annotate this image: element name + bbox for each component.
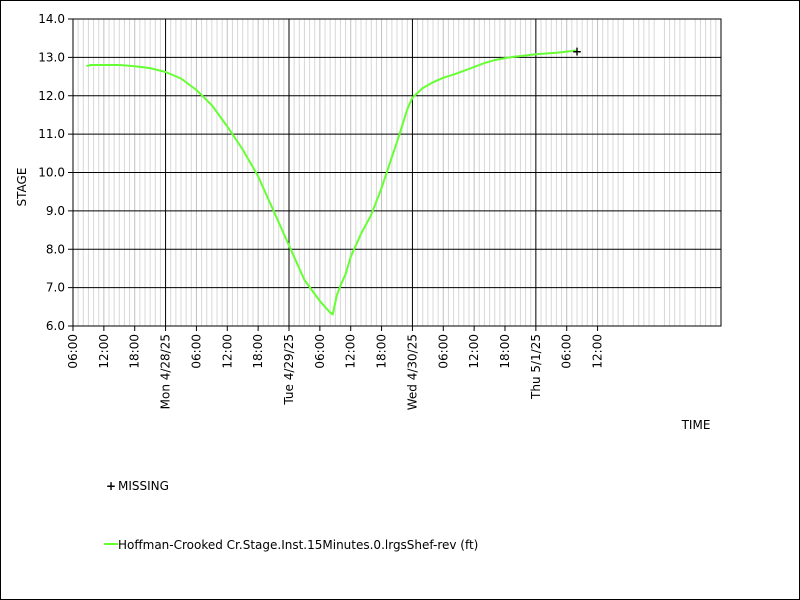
x-tick-label: 12:00	[344, 334, 358, 369]
series-point	[349, 256, 352, 258]
series-layer	[86, 49, 578, 316]
series-point	[149, 67, 151, 69]
missing-marker: +	[572, 44, 582, 58]
series-point	[555, 51, 558, 54]
series-point	[565, 50, 568, 53]
series-point	[180, 77, 182, 80]
y-axis-ticks: 6.0 7.0 8.0 9.0 10.0 11.0 12.0 13.0 14.0	[38, 12, 73, 333]
x-tick-label: 12:00	[467, 334, 481, 369]
y-tick-label: 6.0	[46, 319, 65, 333]
legend-missing: + MISSING	[106, 479, 169, 493]
series-point	[118, 64, 121, 66]
series-point	[406, 108, 409, 110]
x-tick-label: Mon 4/28/25	[159, 334, 173, 409]
series-point	[288, 244, 290, 247]
y-tick-label: 12.0	[38, 89, 65, 103]
series-point	[257, 175, 259, 178]
y-tick-label: 9.0	[46, 204, 65, 218]
series-point	[545, 52, 547, 55]
series-point	[421, 87, 424, 89]
series-point	[452, 73, 455, 76]
series-point	[211, 104, 213, 107]
x-tick-label: 12:00	[220, 334, 234, 369]
series-line	[86, 49, 578, 316]
series-point	[164, 71, 167, 73]
x-tick-label: 18:00	[498, 334, 512, 369]
series-point	[86, 65, 88, 67]
series-point	[90, 64, 92, 66]
x-tick-label: 12:00	[97, 334, 111, 369]
series-point	[576, 49, 578, 52]
series-point	[331, 313, 334, 316]
series-point	[195, 89, 198, 91]
x-tick-label: 12:00	[591, 334, 605, 369]
series-point	[391, 156, 393, 158]
series-point	[524, 54, 527, 57]
series-point	[463, 70, 465, 72]
series-point	[493, 59, 496, 61]
series-point	[339, 284, 342, 287]
series-point	[272, 210, 275, 212]
x-tick-label: 18:00	[128, 334, 142, 369]
x-tick-label: 06:00	[66, 334, 80, 369]
series-point	[483, 62, 486, 64]
x-tick-label: 06:00	[436, 334, 450, 369]
y-tick-label: 13.0	[38, 50, 65, 64]
series-point	[360, 233, 362, 235]
x-axis-ticks: 06:00 12:00 18:00 Mon 4/28/25 06:00 12:00 18:0…	[66, 326, 605, 410]
y-tick-label: 11.0	[38, 127, 65, 141]
y-tick-label: 8.0	[46, 242, 65, 256]
legend-series-label: Hoffman-Crooked Cr.Stage.Inst.15Minutes.…	[118, 538, 478, 552]
series-point	[103, 64, 105, 66]
x-axis-title: TIME	[681, 418, 711, 432]
missing-layer: +	[572, 44, 582, 58]
series-point	[432, 81, 434, 84]
x-tick-label: 18:00	[251, 334, 265, 369]
x-tick-label: 18:00	[375, 334, 389, 369]
legend-series: Hoffman-Crooked Cr.Stage.Inst.15Minutes.…	[104, 538, 478, 552]
x-tick-label: Wed 4/30/25	[405, 334, 419, 410]
x-tick-label: Tue 4/29/25	[282, 334, 296, 406]
x-tick-label: 06:00	[560, 334, 574, 369]
y-axis-title: STAGE	[15, 168, 29, 207]
series-point	[535, 53, 537, 56]
x-tick-label: Thu 5/1/25	[529, 334, 543, 400]
series-point	[344, 273, 347, 275]
y-tick-label: 14.0	[38, 12, 65, 26]
series-point	[241, 148, 244, 151]
series-point	[473, 66, 475, 68]
series-point	[442, 76, 445, 79]
series-point	[133, 65, 136, 68]
x-tick-label: 06:00	[189, 334, 203, 369]
x-tick-label: 06:00	[313, 334, 327, 369]
series-point	[370, 213, 373, 216]
series-point	[319, 300, 321, 302]
legend-missing-icon: +	[106, 479, 116, 493]
y-tick-label: 10.0	[38, 166, 65, 180]
series-point	[514, 55, 517, 58]
series-point	[303, 279, 306, 281]
series-point	[329, 311, 331, 314]
series-point	[411, 96, 414, 99]
series-point	[398, 133, 401, 135]
series-point	[226, 125, 229, 128]
legend-missing-label: MISSING	[118, 479, 169, 493]
series-point	[336, 294, 338, 297]
series-point	[504, 57, 506, 59]
series-point	[380, 187, 383, 189]
y-tick-label: 7.0	[46, 281, 65, 295]
